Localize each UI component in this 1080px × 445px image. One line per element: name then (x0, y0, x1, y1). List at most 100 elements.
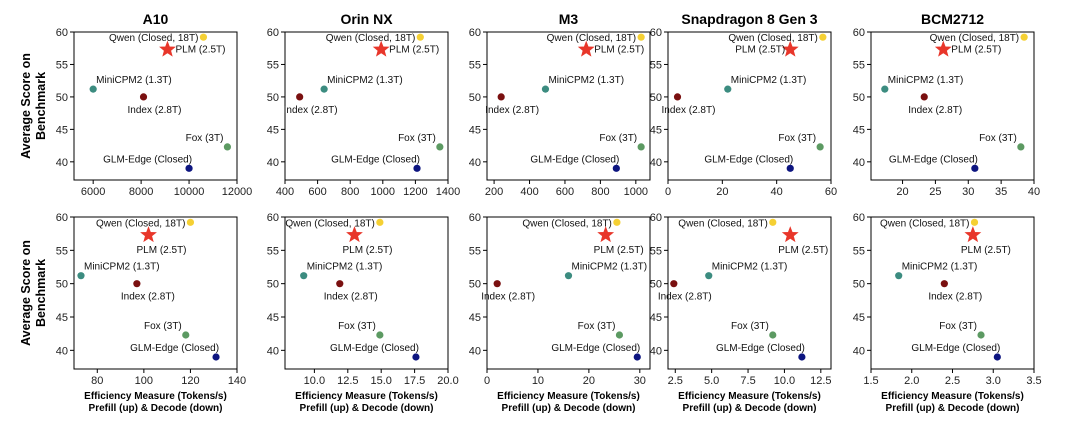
point-minicpm2-1-3t-marker (895, 272, 903, 280)
x-tick-label: 200 (485, 186, 503, 198)
panel-decode-3: 40 45 50 55 60 0 10 20 30 Qwen (Closed, 18T) PLM (… (469, 212, 651, 414)
x-tick-label: 2.5 (668, 375, 683, 387)
point-fox-3t-marker (1017, 143, 1025, 151)
point-plm-2-5t-marker (781, 226, 799, 243)
y-tick-label: 60 (650, 212, 662, 224)
x-tick-label: 15.0 (370, 375, 391, 387)
point-index-2-8t-label: Index (2.8T) (128, 105, 182, 116)
point-index-2-8t-label: Index (2.8T) (658, 292, 712, 303)
point-qwen-closed-18t-label: Qwen (Closed, 18T) (326, 33, 415, 44)
axes-frame (486, 31, 651, 181)
x-axis-label-line: Efficiency Measure (Tokens/s) (881, 391, 1024, 402)
point-index-2-8t-label: Index (2.8T) (284, 105, 338, 116)
y-tick-label: 55 (853, 59, 865, 71)
point-minicpm2-1-3t-marker (564, 272, 573, 280)
point-plm-2-5t-label: PLM (2.5T) (342, 245, 392, 256)
x-tick-label: 2.5 (945, 375, 960, 387)
y-tick-label: 60 (56, 27, 68, 39)
panel-prefill-1: A10 40 45 50 55 60 6000 8000 10000 12000 Qwen (Clo… (56, 11, 253, 198)
point-minicpm2-1-3t-label: MiniCPM2 (1.3T) (902, 262, 978, 273)
point-plm-2-5t-marker (577, 40, 595, 57)
point-index-2-8t-label: Index (2.8T) (324, 292, 378, 303)
point-minicpm2-1-3t-label: MiniCPM2 (1.3T) (307, 262, 383, 273)
y-tick-label: 40 (56, 157, 68, 169)
point-minicpm2-1-3t-marker (724, 85, 732, 93)
point-plm-2-5t-label: PLM (2.5T) (735, 45, 785, 56)
point-qwen-closed-18t-label: Qwen (Closed, 18T) (930, 33, 1019, 44)
y-tick-label: 40 (650, 157, 662, 169)
point-plm-2-5t-label: PLM (2.5T) (961, 245, 1011, 256)
y-tick-label: 45 (650, 312, 662, 324)
point-glm-edge-closed-marker (413, 164, 421, 172)
x-tick-label: 2.0 (904, 375, 919, 387)
x-tick-label: 8000 (129, 186, 153, 198)
point-index-2-8t-marker (940, 280, 948, 288)
y-tick-label: 60 (267, 27, 279, 39)
point-qwen-closed-18t-marker (416, 33, 424, 41)
point-fox-3t-label: Fox (3T) (144, 321, 182, 332)
point-qwen-closed-18t-marker (199, 33, 208, 41)
x-tick-label: 17.5 (404, 375, 425, 387)
point-plm-2-5t-marker (934, 40, 952, 57)
point-index-2-8t-marker (133, 280, 141, 288)
x-tick-label: 30 (634, 375, 646, 387)
x-axis-label-line: Efficiency Measure (Tokens/s) (497, 391, 640, 402)
x-axis-label-line: Prefill (up) & Decode (down) (502, 403, 636, 414)
x-tick-label: 10000 (174, 186, 205, 198)
point-minicpm2-1-3t-label: MiniCPM2 (1.3T) (327, 75, 403, 86)
point-fox-3t-label: Fox (3T) (578, 321, 616, 332)
point-glm-edge-closed-marker (185, 164, 193, 172)
point-glm-edge-closed-label: GLM-Edge (Closed) (103, 154, 192, 165)
point-index-2-8t-label: Index (2.8T) (928, 292, 982, 303)
y-axis-label-line: Average Score on (19, 240, 33, 346)
point-qwen-closed-18t-label: Qwen (Closed, 18T) (728, 33, 817, 44)
x-tick-label: 20.0 (437, 375, 458, 387)
point-fox-3t-label: Fox (3T) (398, 133, 436, 144)
panel-prefill-3: M3 40 45 50 55 60 200 400 600 800 1000 Qwen (Closed… (469, 11, 651, 198)
x-tick-label: 600 (308, 186, 326, 198)
x-axis-label-line: Prefill (up) & Decode (down) (300, 403, 434, 414)
point-qwen-closed-18t-label: Qwen (Closed, 18T) (109, 33, 198, 44)
x-tick-label: 100 (135, 375, 153, 387)
y-tick-label: 50 (267, 279, 279, 291)
point-glm-edge-closed-label: GLM-Edge (Closed) (704, 154, 793, 165)
panel-decode-2: 40 45 50 55 60 10.0 12.5 15.0 17.5 20.0 Qwen (Clos… (267, 212, 459, 414)
point-glm-edge-closed-marker (633, 353, 641, 361)
point-plm-2-5t-label: PLM (2.5T) (594, 245, 644, 256)
y-tick-label: 55 (650, 59, 662, 71)
panel-decode-4: 40 45 50 55 60 2.5 5.0 7.5 10.0 12.5 Qwen (Closed,… (650, 212, 832, 414)
axes-frame (73, 216, 238, 370)
point-minicpm2-1-3t-label: MiniCPM2 (1.3T) (84, 262, 160, 273)
x-tick-label: 1400 (436, 186, 460, 198)
x-tick-label: 1.5 (863, 375, 878, 387)
y-tick-label: 60 (469, 212, 481, 224)
point-plm-2-5t-label: PLM (2.5T) (137, 245, 187, 256)
y-tick-label: 55 (650, 245, 662, 257)
point-index-2-8t-label: Index (2.8T) (662, 105, 716, 116)
x-tick-label: 1200 (403, 186, 427, 198)
y-tick-label: 40 (853, 157, 865, 169)
point-index-2-8t-label: Index (2.8T) (485, 105, 539, 116)
y-tick-label: 55 (469, 245, 481, 257)
point-glm-edge-closed-label: GLM-Edge (Closed) (530, 154, 619, 165)
point-minicpm2-1-3t-label: MiniCPM2 (1.3T) (96, 75, 172, 86)
y-tick-label: 50 (650, 92, 662, 104)
y-axis-label-top: Average Score on Benchmark (19, 53, 48, 159)
x-tick-label: 60 (825, 186, 837, 198)
y-tick-label: 40 (469, 157, 481, 169)
point-plm-2-5t-label: PLM (2.5T) (594, 45, 644, 56)
x-tick-label: 6000 (81, 186, 105, 198)
y-tick-label: 60 (650, 27, 662, 39)
x-tick-label: 3.5 (1026, 375, 1041, 387)
y-tick-label: 45 (56, 312, 68, 324)
point-qwen-closed-18t-label: Qwen (Closed, 18T) (96, 218, 185, 229)
point-fox-3t-label: Fox (3T) (778, 133, 816, 144)
point-qwen-closed-18t-label: Qwen (Closed, 18T) (522, 218, 611, 229)
y-tick-label: 45 (469, 312, 481, 324)
point-fox-3t-marker (615, 331, 624, 339)
x-tick-label: 7.5 (740, 375, 755, 387)
point-minicpm2-1-3t-marker (89, 85, 97, 93)
point-fox-3t-label: Fox (3T) (599, 133, 637, 144)
y-tick-label: 60 (853, 27, 865, 39)
point-plm-2-5t-label: PLM (2.5T) (389, 45, 439, 56)
